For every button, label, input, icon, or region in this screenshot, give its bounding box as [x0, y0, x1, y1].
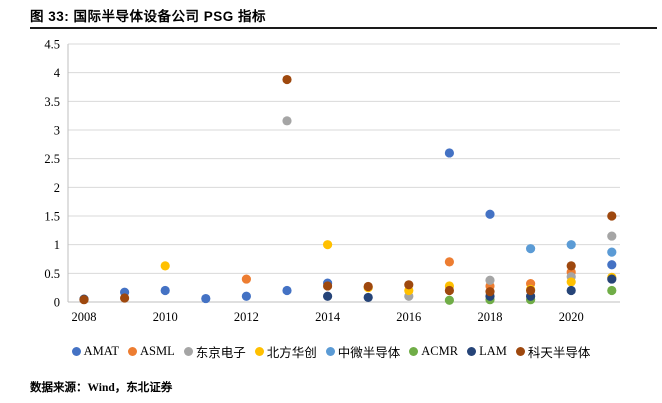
x-tick-2018: 2018: [478, 310, 503, 324]
legend-label-naura: 北方华创: [266, 345, 317, 360]
point-amat-2013: [282, 285, 292, 296]
kla-legend-dot-icon: [515, 346, 525, 356]
y-tick-3.5: 3.5: [44, 95, 60, 109]
amec-legend-dot-icon: [325, 346, 335, 356]
y-tick-3: 3: [54, 124, 60, 138]
naura-legend-dot-icon: [254, 346, 264, 356]
y-tick-0.5: 0.5: [44, 267, 60, 281]
point-tokyo-electron-2021: [607, 231, 617, 241]
legend-item-amat: AMAT: [71, 343, 119, 359]
point-amec-2019: [526, 244, 536, 254]
point-naura-2010: [160, 261, 170, 271]
point-naura-2020: [566, 277, 576, 287]
point-kla-2018: [485, 287, 495, 297]
data-source-note: 数据来源：Wind，东北证券: [30, 382, 173, 394]
point-lam-2015: [363, 292, 373, 303]
x-tick-2014: 2014: [315, 310, 341, 324]
point-asml-2012: [241, 274, 251, 284]
asml-legend-dot-icon: [128, 346, 137, 356]
point-kla-2008: [79, 295, 89, 305]
legend-label-tokyo-electron: 东京电子: [195, 345, 246, 360]
point-kla-2014: [323, 281, 333, 291]
point-acmr-2017: [444, 295, 454, 305]
point-lam-2020: [566, 285, 576, 296]
point-kla-2019: [526, 285, 536, 296]
x-tick-2008: 2008: [72, 310, 97, 324]
legend-item-kla: 科天半导体: [515, 342, 591, 361]
legend-item-acmr: ACMR: [409, 344, 458, 359]
legend-item-lam: LAM: [467, 344, 507, 359]
y-tick-2: 2: [54, 181, 60, 195]
point-amec-2020: [566, 240, 576, 250]
point-lam-2014: [323, 291, 333, 301]
point-amat-2021: [607, 260, 617, 270]
legend-label-acmr: ACMR: [421, 343, 459, 358]
x-tick-2010: 2010: [153, 310, 178, 324]
point-kla-2009: [120, 293, 130, 303]
legend-label-asml: ASML: [140, 343, 175, 358]
legend-label-lam: LAM: [479, 343, 507, 358]
tokyo-electron-legend-dot-icon: [183, 346, 193, 356]
x-tick-2020: 2020: [559, 310, 584, 324]
psg-scatter-chart: 0 0.5 1 1.5 2 2.5 3 3.5 4 4.5 2008 2010 2012 2014 2016…: [30, 32, 658, 336]
acmr-legend-dot-icon: [409, 346, 419, 356]
point-asml-2017: [444, 257, 454, 267]
title-underline: [30, 27, 657, 29]
y-tick-1: 1: [54, 238, 60, 252]
point-tokyo-electron-2018: [485, 275, 495, 285]
legend-label-amat: AMAT: [83, 343, 119, 358]
point-amat-2018: [485, 209, 495, 219]
amat-legend-dot-icon: [71, 346, 81, 356]
point-kla-2021: [607, 211, 617, 221]
x-tick-2012: 2012: [234, 310, 259, 324]
y-tick-4: 4: [54, 66, 61, 80]
point-kla-2013: [282, 74, 292, 85]
legend-item-asml: ASML: [128, 344, 175, 359]
chart-canvas: 0 0.5 1 1.5 2 2.5 3 3.5 4 4.5 2008 2010 2012 2014 2016…: [44, 38, 620, 324]
point-lam-2021: [607, 274, 617, 284]
legend-item-amec: 中微半导体: [325, 342, 401, 361]
figure-title: 图 33: 国际半导体设备公司 PSG 指标: [30, 9, 267, 24]
legend-item-naura: 北方华创: [254, 342, 317, 361]
y-tick-0: 0: [54, 296, 60, 310]
point-naura-2014: [323, 240, 333, 250]
point-amat-2017: [444, 148, 454, 158]
point-kla-2020: [566, 261, 576, 271]
legend-label-kla: 科天半导体: [527, 345, 591, 360]
point-kla-2016: [404, 280, 414, 290]
y-tick-2.5: 2.5: [44, 152, 60, 166]
chart-legend: AMAT ASML 东京电子 北方华创 中微半导体 ACMR LAM 科天半导体: [0, 341, 662, 361]
legend-label-amec: 中微半导体: [337, 345, 401, 360]
point-amat-2010: [160, 285, 170, 296]
point-tokyo-electron-2013: [282, 116, 292, 126]
point-amec-2021: [607, 247, 617, 257]
lam-legend-dot-icon: [467, 346, 477, 356]
point-kla-2017: [444, 285, 454, 296]
y-tick-4.5: 4.5: [44, 38, 60, 52]
point-amat-2012: [241, 291, 251, 301]
x-tick-2016: 2016: [396, 310, 421, 324]
point-acmr-2021: [607, 285, 617, 296]
legend-item-tokyo-electron: 东京电子: [183, 342, 246, 361]
point-amat-2011: [201, 293, 211, 304]
point-kla-2015: [363, 281, 373, 292]
y-tick-1.5: 1.5: [44, 210, 60, 224]
